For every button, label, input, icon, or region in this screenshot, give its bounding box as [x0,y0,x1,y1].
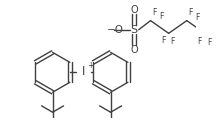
Text: F: F [195,12,200,21]
Text: −O: −O [107,25,124,35]
Text: O: O [130,5,138,15]
Text: O: O [130,45,138,55]
Text: F: F [170,37,175,46]
Text: F: F [161,36,165,45]
Text: F: F [197,37,202,46]
Text: S: S [131,25,138,35]
Text: F: F [188,8,193,17]
Text: F: F [159,12,164,21]
Text: +: + [87,61,94,71]
Text: F: F [215,31,216,40]
Text: F: F [207,38,212,47]
Text: I: I [82,65,85,78]
Text: F: F [152,8,156,17]
